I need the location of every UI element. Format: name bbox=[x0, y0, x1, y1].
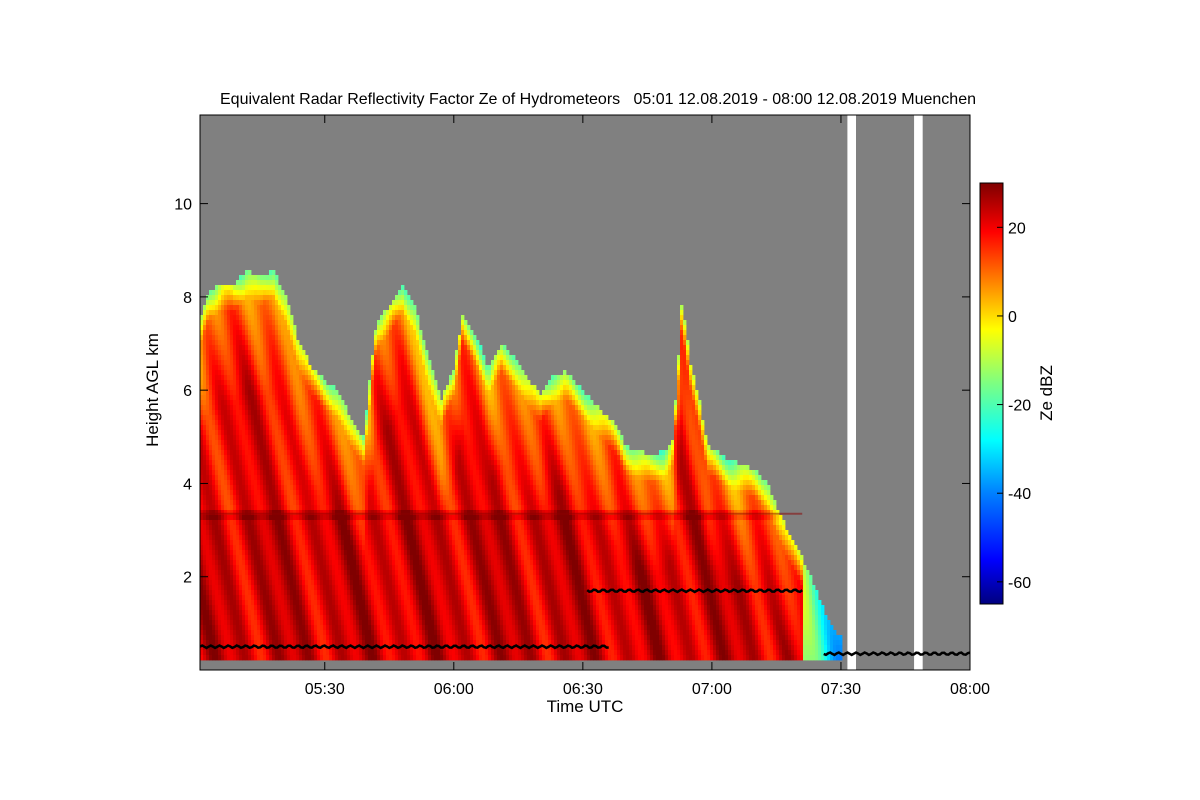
x-tick-label: 08:00 bbox=[950, 681, 990, 698]
x-tick-label: 05:30 bbox=[305, 681, 345, 698]
y-axis-label: Height AGL km bbox=[143, 333, 162, 447]
y-tick-label: 4 bbox=[183, 476, 192, 493]
colorbar-tick-label: -20 bbox=[1008, 398, 1031, 415]
x-axis: 05:30 06:00 06:30 07:00 07:30 08:00 bbox=[305, 115, 990, 698]
y-axis: 2 4 6 8 10 bbox=[174, 197, 970, 587]
y-tick-label: 6 bbox=[183, 383, 192, 400]
colorbar-scale bbox=[979, 182, 1004, 605]
colorbar-tick-label: 0 bbox=[1008, 309, 1017, 326]
y-tick-label: 10 bbox=[174, 197, 192, 214]
colorbar-label: Ze dBZ bbox=[1037, 365, 1056, 421]
x-tick-label: 06:00 bbox=[434, 681, 474, 698]
missing-data-layer bbox=[847, 115, 923, 670]
plot-area bbox=[200, 115, 970, 670]
colorbar-tick-label: -60 bbox=[1008, 575, 1031, 592]
y-tick-label: 2 bbox=[183, 570, 192, 587]
x-tick-label: 06:30 bbox=[563, 681, 603, 698]
colorbar-tick-label: 20 bbox=[1008, 220, 1026, 237]
x-tick-label: 07:00 bbox=[692, 681, 732, 698]
y-tick-label: 8 bbox=[183, 290, 192, 307]
x-axis-label: Time UTC bbox=[547, 697, 624, 716]
reflectivity-field bbox=[200, 270, 843, 661]
chart-title: Equivalent Radar Reflectivity Factor Ze … bbox=[220, 91, 976, 108]
ceilometer-layer bbox=[200, 588, 970, 657]
colorbar-tick-label: -40 bbox=[1008, 486, 1031, 503]
plot-frame bbox=[199, 114, 971, 671]
x-tick-label: 07:30 bbox=[821, 681, 861, 698]
colorbar: 20 0 -20 -40 -60 Ze dBZ bbox=[979, 182, 1056, 605]
colorbar-ticks: 20 0 -20 -40 -60 bbox=[997, 220, 1031, 592]
